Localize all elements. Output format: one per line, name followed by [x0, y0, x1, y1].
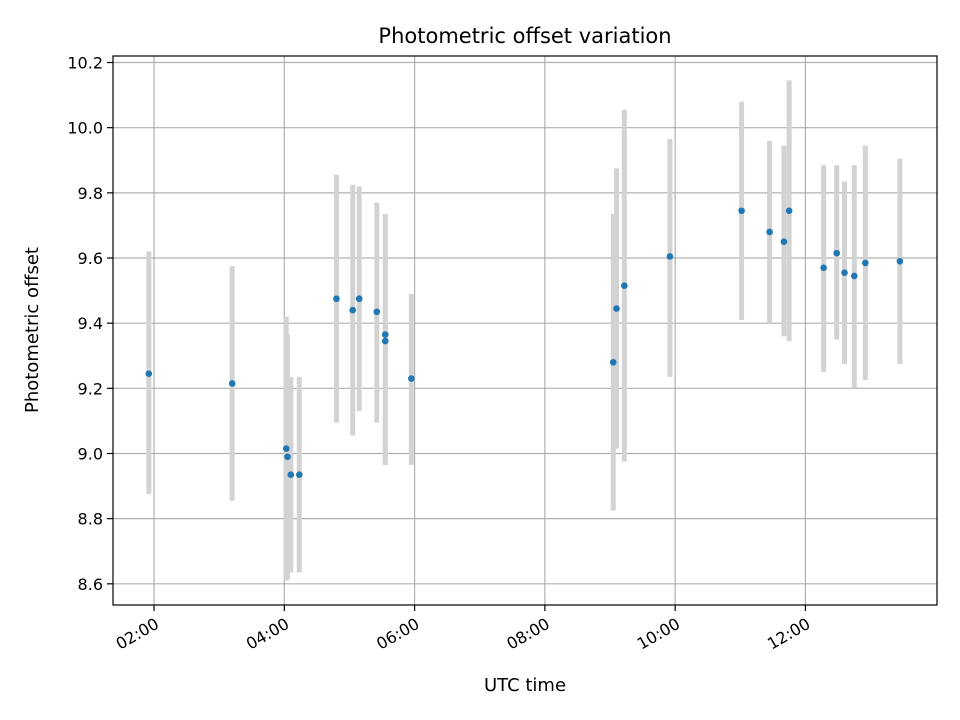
- data-point: [408, 375, 415, 382]
- data-point: [381, 337, 389, 345]
- data-point: [666, 253, 674, 260]
- data-point: [373, 308, 381, 316]
- y-tick-label: 10.2: [67, 54, 103, 73]
- data-point: [896, 257, 904, 265]
- data-point: [621, 282, 628, 290]
- data-point: [833, 249, 840, 257]
- grid: [113, 56, 937, 605]
- data-point: [349, 306, 357, 314]
- y-tick-label: 10.0: [67, 119, 103, 138]
- y-tick-label: 9.0: [78, 444, 103, 463]
- data-point: [785, 207, 793, 215]
- data-point: [862, 259, 869, 267]
- data-point: [287, 471, 295, 478]
- data-point: [228, 380, 236, 387]
- plot-area-frame: [112, 55, 938, 606]
- data-point: [609, 358, 617, 366]
- data-point: [738, 207, 745, 215]
- data-point: [282, 445, 290, 452]
- data-point: [295, 471, 303, 478]
- y-tick-label: 9.6: [78, 249, 103, 268]
- data-point: [355, 295, 363, 303]
- y-tick-label: 9.4: [78, 314, 103, 333]
- data-point: [145, 370, 153, 377]
- data-point: [850, 272, 858, 280]
- y-tick-label: 9.8: [78, 184, 103, 203]
- y-tick-label: 9.2: [78, 379, 103, 398]
- data-point: [381, 331, 389, 338]
- y-axis-ticks: 8.6 8.8 9.0 9.2 9.4 9.6 9.8 10.0 10.2: [67, 54, 113, 594]
- data-point: [613, 305, 620, 312]
- chart-title: Photometric offset variation: [378, 24, 671, 48]
- data-point: [766, 228, 773, 236]
- x-axis-label: UTC time: [484, 675, 566, 696]
- y-tick-label: 8.6: [78, 575, 103, 594]
- data-point: [780, 238, 788, 246]
- y-axis-label: Photometric offset: [22, 247, 43, 413]
- data-point: [284, 453, 291, 461]
- data-point: [841, 269, 848, 276]
- data-point: [820, 264, 827, 272]
- data-point: [333, 295, 340, 303]
- data-points: [145, 207, 904, 478]
- y-tick-label: 8.8: [78, 510, 103, 529]
